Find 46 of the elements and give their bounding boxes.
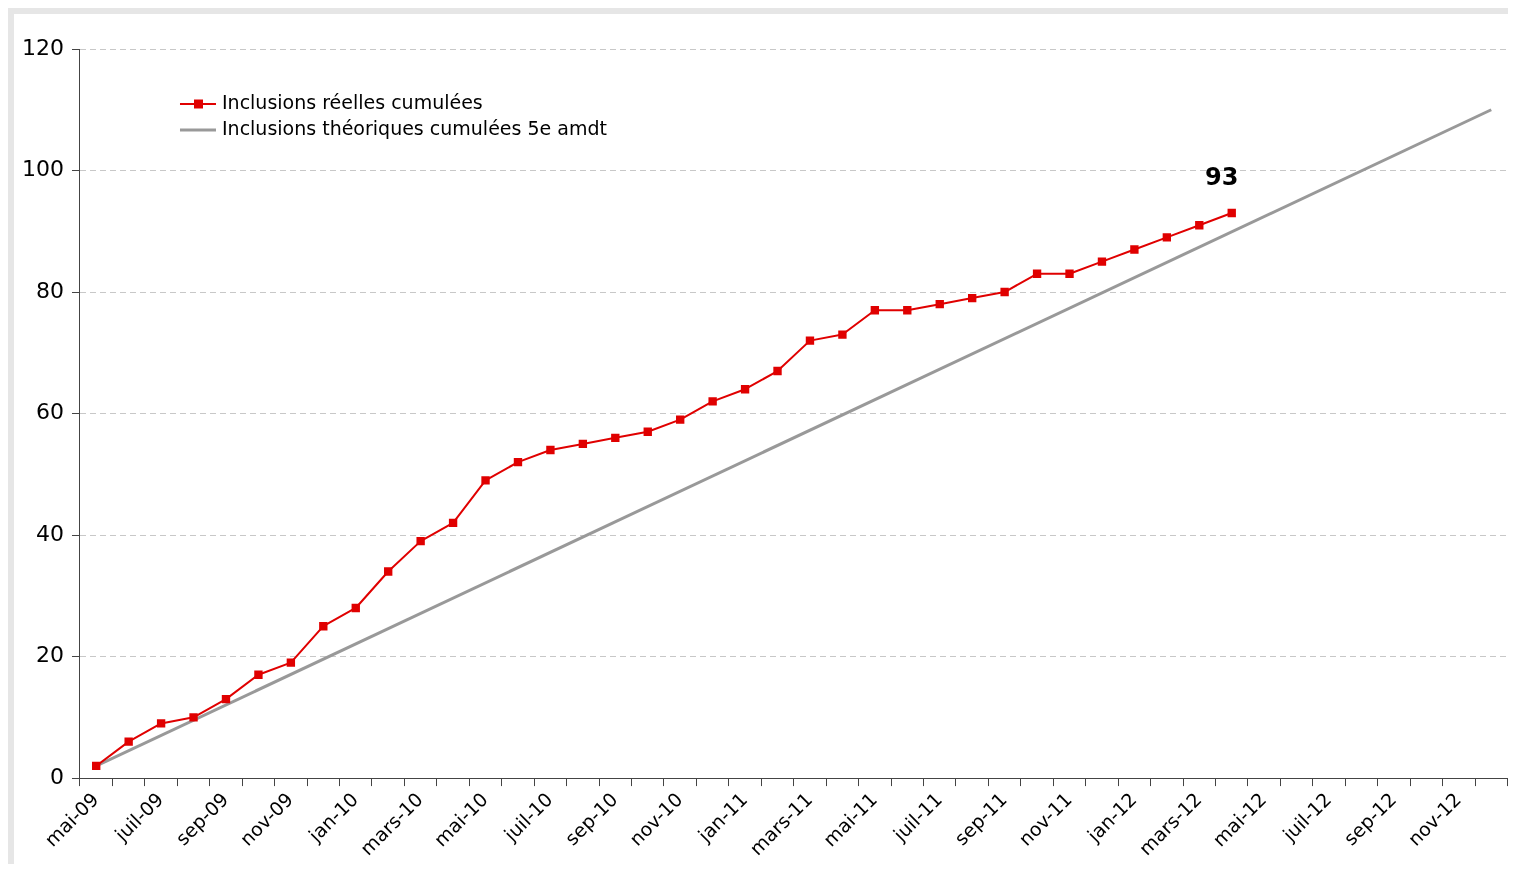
point bbox=[1195, 221, 1204, 230]
point bbox=[481, 476, 490, 485]
point bbox=[611, 433, 620, 443]
point bbox=[1130, 245, 1139, 254]
y-tick-label: 20 bbox=[35, 642, 64, 668]
point bbox=[1162, 233, 1172, 242]
point bbox=[124, 737, 133, 746]
y-tick-label: 40 bbox=[35, 520, 64, 546]
point bbox=[1227, 208, 1236, 218]
point bbox=[1032, 269, 1042, 278]
point bbox=[416, 536, 425, 546]
point bbox=[838, 330, 847, 339]
y-tick-label: 100 bbox=[21, 156, 64, 182]
point bbox=[1065, 269, 1074, 278]
legend-label: Inclusions théoriques cumulées 5e amdt bbox=[221, 116, 607, 139]
point bbox=[903, 306, 912, 315]
point bbox=[92, 761, 101, 771]
point bbox=[319, 622, 328, 631]
y-tick-label: 0 bbox=[49, 763, 64, 789]
point bbox=[935, 300, 944, 309]
point bbox=[546, 445, 555, 455]
point bbox=[870, 306, 880, 315]
point bbox=[1000, 287, 1009, 297]
point bbox=[578, 439, 588, 449]
point bbox=[351, 603, 360, 613]
point bbox=[643, 427, 652, 436]
point bbox=[708, 397, 717, 406]
point bbox=[513, 457, 523, 467]
point bbox=[805, 336, 815, 345]
point bbox=[189, 713, 198, 722]
y-tick-label: 60 bbox=[35, 399, 64, 425]
point bbox=[448, 518, 458, 528]
point bbox=[221, 694, 231, 704]
data-label: 93 bbox=[1205, 163, 1239, 192]
point bbox=[1097, 257, 1107, 266]
point bbox=[773, 366, 782, 376]
point bbox=[156, 719, 166, 728]
y-tick-label: 80 bbox=[35, 277, 64, 303]
point bbox=[740, 385, 750, 394]
point bbox=[384, 567, 393, 576]
point bbox=[286, 658, 296, 667]
y-tick-label: 120 bbox=[21, 34, 64, 60]
legend-label: Inclusions réelles cumulées bbox=[221, 90, 483, 113]
point bbox=[254, 670, 263, 679]
point bbox=[968, 293, 977, 303]
point bbox=[676, 415, 685, 424]
